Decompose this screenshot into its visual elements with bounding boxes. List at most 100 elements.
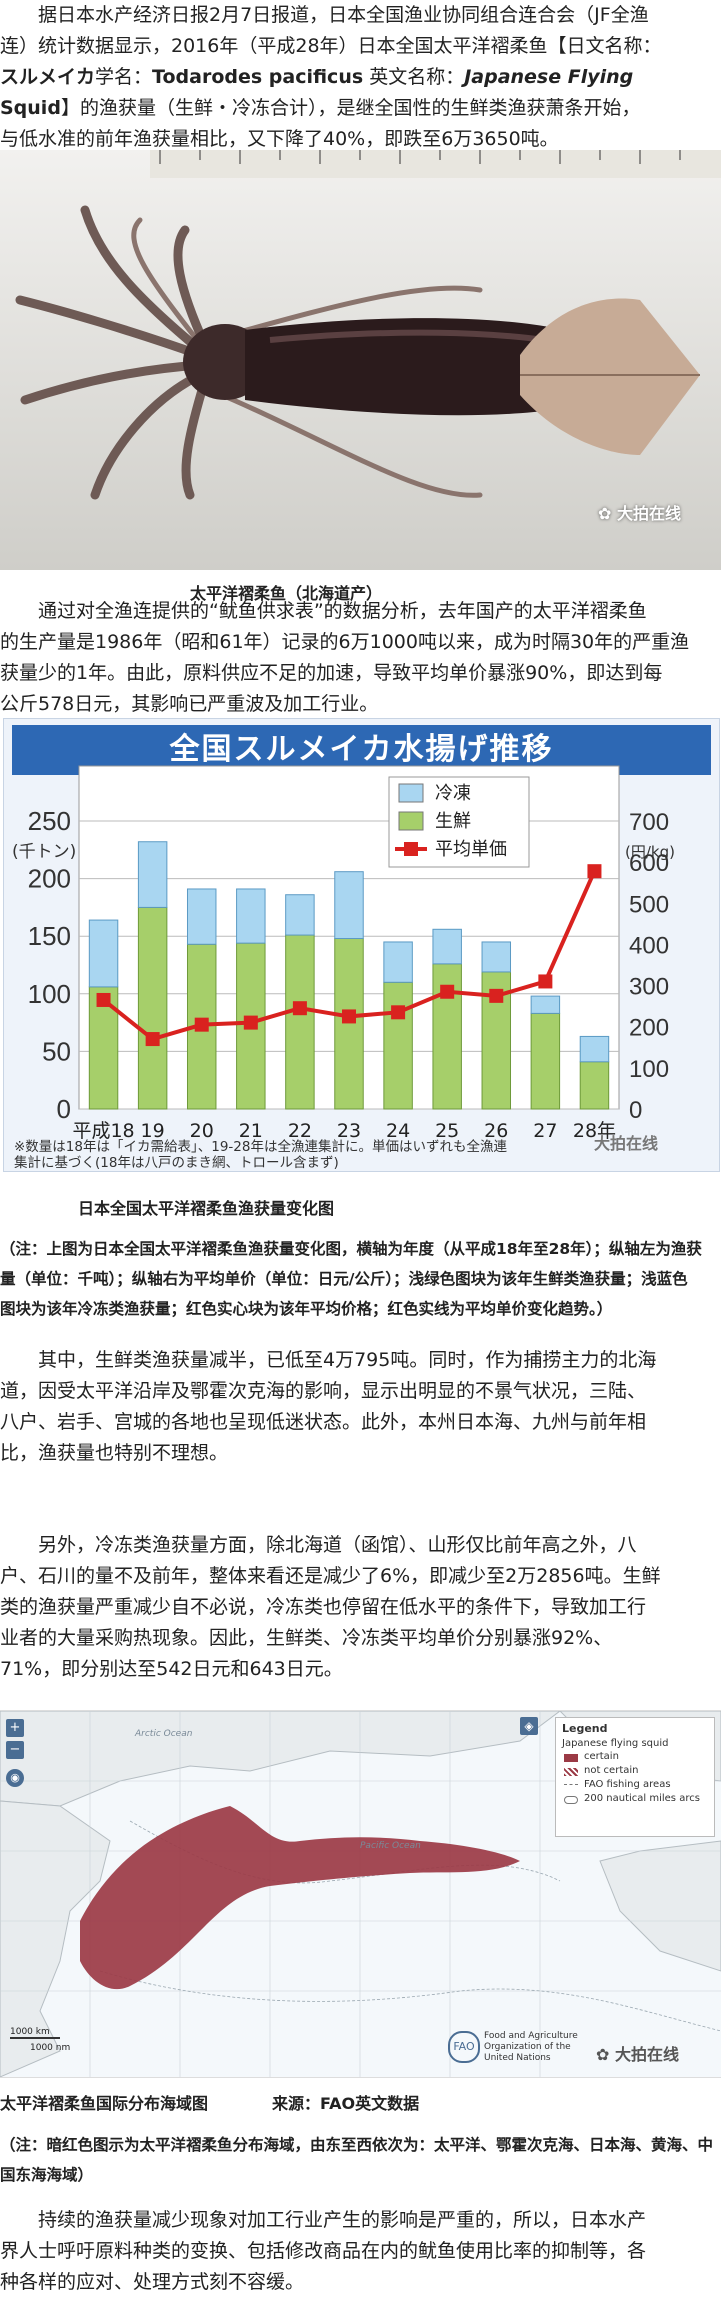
wechat-icon: ✿ <box>598 504 617 523</box>
legend-species: Japanese flying squid <box>562 1738 669 1749</box>
price-point <box>96 992 111 1007</box>
scale-bar-km: 1000 km <box>10 2027 60 2039</box>
distribution-map: + − ◉ Arctic Ocean Pacific Ocean ◈ Legen… <box>0 1710 721 2078</box>
bar-frozen <box>186 888 217 945</box>
photo-watermark: ✿ 大拍在线 <box>598 504 681 523</box>
bar-frozen <box>236 888 266 944</box>
globe-icon[interactable]: ◉ <box>6 1769 24 1787</box>
map-source: 来源：FAO英文数据 <box>272 2094 420 2113</box>
price-point <box>440 984 455 999</box>
right-tick-label: 400 <box>629 932 669 959</box>
price-point <box>489 988 504 1003</box>
catch-chart: 全国スルメイカ水揚げ推移 0 50 100 150 200 250 (千トン) 0 100 200… <box>3 718 720 1172</box>
bar-frozen <box>579 1035 610 1063</box>
note2-line-2: 国东海海域） <box>0 2166 94 2184</box>
para3-line-4: 比，渔获量也特别不理想。 <box>0 1442 229 1464</box>
para2-line-3: 获量少的1年。由此，原料供应不足的加速，导致平均单价暴涨90%，即达到每 <box>0 662 663 684</box>
bar-frozen <box>285 894 315 936</box>
chart-plot: 0 50 100 150 200 250 (千トン) 0 100 200 300 400 500 600 7… <box>12 765 675 1171</box>
para2-line-2: 的生产量是1986年（昭和61年）记录的6万1000吨以来，成为时隔30年的严重… <box>0 631 690 653</box>
arctic-label: Arctic Ocean <box>135 1729 193 1739</box>
price-point <box>194 1017 209 1032</box>
map-note: （注：暗红色图示为太平洋褶柔鱼分布海域，由东至西依次为：太平洋、鄂霍次克海、日本… <box>0 2130 715 2190</box>
paragraph-2: 通过对全渔连提供的“鱿鱼供求表”的数据分析，去年国产的太平洋褶柔鱼 的生产量是1… <box>0 596 715 720</box>
para2-line-4: 公斤578日元，其影响已严重波及加工行业。 <box>0 693 379 715</box>
squid-photo: ✿ 大拍在线 <box>0 150 721 570</box>
right-tick-label: 300 <box>629 974 669 1001</box>
bar-frozen <box>334 871 364 940</box>
left-tick-label: 50 <box>42 1036 71 1066</box>
note2-line-1: （注：暗红色图示为太平洋褶柔鱼分布海域，由东至西依次为：太平洋、鄂霍次克海、日本… <box>0 2136 714 2154</box>
note1-line-2: 量（单位：千吨）；纵轴右为平均单价（单位：日元/公斤）；浅绿色图块为该年生鲜类渔… <box>0 1270 688 1288</box>
legend-label: 冷凍 <box>435 783 471 804</box>
photo-caption: 太平洋褶柔鱼（北海道产） <box>190 584 383 603</box>
left-tick-label: 150 <box>28 921 71 951</box>
left-tick-label: 250 <box>28 806 71 836</box>
left-tick-label: 0 <box>57 1094 71 1124</box>
para4-line-4: 业者的大量采购热现象。因此，生鲜类、冷冻类平均单价分别暴涨92%、 <box>0 1627 613 1649</box>
price-point <box>292 1001 307 1016</box>
intro-line-4: Squid】的渔获量（生鲜・冷冻合计），是继全国性的生鲜类渔获萧条开始， <box>0 93 715 124</box>
sci-label: 学名： <box>95 66 153 88</box>
price-point <box>391 1005 406 1020</box>
legend-fao: FAO fishing areas <box>584 1779 671 1790</box>
sci-name: Todarodes pacificus <box>152 66 364 88</box>
wechat-icon: ✿ <box>596 2045 615 2064</box>
category-label: 23 <box>337 1120 361 1142</box>
price-point <box>538 974 553 989</box>
para5-line-2: 界人士呼吁原料种类的变换、包括修改商品在内的鱿鱼使用比率的抑制等，各 <box>0 2240 647 2262</box>
intro-line-3: スルメイカ学名：Todarodes pacificus 英文名称：Japanes… <box>0 62 715 93</box>
para4-line-3: 类的渔获量严重减少自不必说，冷冻类也停留在低水平的条件下，导致加工行 <box>0 1596 647 1618</box>
intro-line-1: 据日本水产经济日报2月7日报道，日本全国渔业协同组合连合会（JF全渔 <box>38 4 649 26</box>
note1-line-1: （注：上图为日本全国太平洋褶柔鱼渔获量变化图，横轴为年度（从平成18年至28年）… <box>0 1240 702 1258</box>
category-label: 平成18 <box>72 1120 134 1142</box>
left-tick-label: 200 <box>28 864 71 894</box>
right-axis-unit: (円/kg) <box>625 843 675 861</box>
paragraph-5: 持续的渔获量减少现象对加工行业产生的影响是严重的，所以，日本水产 界人士呼吁原料… <box>0 2205 715 2298</box>
category-label: 26 <box>484 1120 508 1142</box>
squid-illustration <box>15 150 721 500</box>
legend-label: 平均単価 <box>435 839 507 860</box>
right-tick-label: 0 <box>629 1097 642 1124</box>
para2-line-1: 通过对全渔连提供的“鱿鱼供求表”的数据分析，去年国产的太平洋褶柔鱼 <box>38 600 647 622</box>
price-point <box>587 864 602 879</box>
para3-line-3: 八户、岩手、宫城的各地也呈现低迷状态。此外，本州日本海、九州与前年相 <box>0 1411 647 1433</box>
right-tick-label: 200 <box>629 1015 669 1042</box>
chart-footnote-1: ※数量は18年は「イカ需給表」、19-28年は全漁連集計に。単価はいずれも全漁連 <box>14 1138 507 1155</box>
zoom-in-button[interactable]: + <box>6 1719 24 1737</box>
intro-line-2: 连）统计数据显示，2016年（平成28年）日本全国太平洋褶柔鱼【日文名称： <box>0 35 662 57</box>
legend-200nm-swatch <box>564 1796 578 1804</box>
bar-frozen <box>481 941 512 973</box>
bar-fresh <box>334 938 364 1110</box>
legend-swatch <box>398 811 424 831</box>
right-tick-label: 600 <box>629 850 669 877</box>
layer-toggle-button[interactable]: ◈ <box>520 1717 538 1735</box>
category-label: 22 <box>288 1120 312 1142</box>
zoom-out-button[interactable]: − <box>6 1741 24 1759</box>
para4-line-2: 户、石川的量不及前年，整体来看还是减少了6%，即减少至2万2856吨。生鲜 <box>0 1565 661 1587</box>
para5-line-3: 种各样的应对、处理方式刻不容缓。 <box>0 2271 305 2293</box>
para4-line-1: 另外，冷冻类渔获量方面，除北海道（函馆）、山形仅比前年高之外，八 <box>38 1534 637 1556</box>
legend-certain-swatch <box>564 1754 578 1762</box>
bar-frozen <box>530 995 561 1014</box>
map-caption: 太平洋褶柔鱼国际分布海域图 <box>0 2094 209 2113</box>
category-label: 24 <box>386 1120 410 1142</box>
category-label: 27 <box>533 1120 557 1142</box>
para5-line-1: 持续的渔获量减少现象对加工行业产生的影响是严重的，所以，日本水产 <box>38 2209 647 2231</box>
bar-fresh <box>137 906 168 1110</box>
para3-line-2: 道，因受太平洋沿岸及鄂霍次克海的影响，显示出明显的不景气状况，三陆、 <box>0 1380 647 1402</box>
bar-fresh <box>285 934 315 1110</box>
category-label: 25 <box>435 1120 459 1142</box>
paragraph-3: 其中，生鲜类渔获量减半，已低至4万795吨。同时，作为捕捞主力的北海 道，因受太… <box>0 1345 715 1469</box>
legend-fao-swatch <box>564 1784 578 1785</box>
pacific-label: Pacific Ocean <box>360 1841 421 1851</box>
paragraph-4: 另外，冷冻类渔获量方面，除北海道（函馆）、山形仅比前年高之外，八 户、石川的量不… <box>0 1530 715 1685</box>
en-label: 英文名称： <box>363 66 465 88</box>
chart-footnote-2: 集計に基づく(18年は八戸のまき網、トロール含まず) <box>14 1154 339 1171</box>
bar-frozen <box>137 841 168 908</box>
bar-fresh <box>579 1061 610 1110</box>
bar-fresh <box>530 1012 561 1110</box>
category-label: 19 <box>141 1120 165 1142</box>
chart-note: （注：上图为日本全国太平洋褶柔鱼渔获量变化图，横轴为年度（从平成18年至28年）… <box>0 1234 715 1324</box>
category-label: 20 <box>190 1120 214 1142</box>
